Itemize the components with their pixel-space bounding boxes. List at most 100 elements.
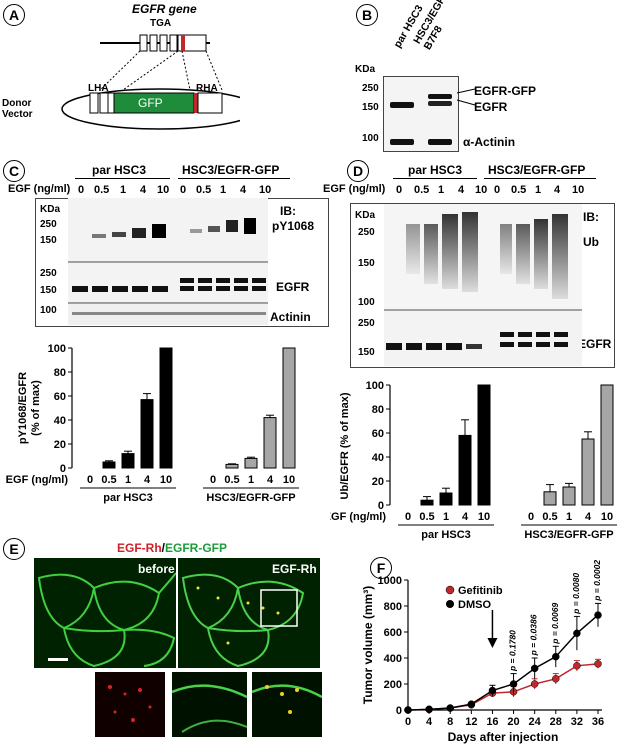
d-ylabel: Ub/EGFR (% of max) <box>339 392 351 499</box>
c-group-egfrgfp: HSC3/EGFR-GFP <box>182 163 280 177</box>
d-m150: 150 <box>358 258 375 269</box>
c-ylabel: pY1068/EGFR(% of max) <box>17 372 42 444</box>
c-dose-4: 10 <box>157 184 170 196</box>
f-ytick-label-3: 600 <box>384 627 402 639</box>
c-dose-3: 4 <box>140 184 147 196</box>
f-annotation-0: p = 0.1780 <box>508 630 518 672</box>
panel-b-letter: B <box>356 4 378 26</box>
c-bar-1-4 <box>282 347 296 469</box>
e-title-sep: / <box>161 541 166 555</box>
c-xlabel: EGF (ng/ml) <box>6 474 69 486</box>
d-bar-1-2 <box>562 486 576 506</box>
c-group-label-0: par HSC3 <box>103 492 153 504</box>
d-group-egfrgfp: HSC3/EGFR-GFP <box>488 163 586 177</box>
c-dose-0: 0 <box>78 184 85 196</box>
c-ylabel-line-0: pY1068/EGFR <box>17 372 29 444</box>
d-group-par: par HSC3 <box>408 163 463 177</box>
d-ytick-label-0: 0 <box>378 500 384 512</box>
f-legend-marker-1 <box>446 600 454 608</box>
c-dose-7: 1 <box>220 184 227 196</box>
c-m250b: 250 <box>40 268 57 279</box>
c-bar-1-1 <box>225 463 239 469</box>
d-dose-6: 0.5 <box>511 184 527 196</box>
e-title-green: EGFR-GFP <box>165 541 228 555</box>
c-xtick-1-2: 1 <box>248 474 254 486</box>
c-xtick-0-4: 10 <box>160 474 172 486</box>
c-xtick-0-1: 0.5 <box>101 474 116 486</box>
d-dose-5: 0 <box>494 184 501 196</box>
f-ytick-label-1: 200 <box>384 679 402 691</box>
f-point-1-5 <box>509 680 518 688</box>
d-bar-1-4 <box>600 384 614 506</box>
c-bar-0-1 <box>102 461 116 469</box>
f-point-1-8 <box>573 629 581 638</box>
f-point-1-3 <box>467 700 476 708</box>
f-xtick-label-7: 28 <box>550 716 562 728</box>
c-dose-1: 0.5 <box>94 184 110 196</box>
panel-c-letter: C <box>3 160 25 182</box>
f-point-0-8 <box>573 662 581 670</box>
band-actinin-lane2 <box>428 139 452 145</box>
d-dose-2: 1 <box>438 184 445 196</box>
panel-e-letter: E <box>3 538 25 560</box>
c-dose-8: 4 <box>240 184 247 196</box>
c-bar-1-3 <box>263 417 277 469</box>
marker-250: 250 <box>362 83 379 94</box>
c-bar-0-2 <box>121 453 135 469</box>
f-xtick-label-0: 0 <box>405 716 411 728</box>
c-kda: KDa <box>40 204 61 215</box>
donor-vector-label: Donor Vector <box>2 98 33 120</box>
d-xtick-1-3: 4 <box>585 511 592 523</box>
band-label-actinin: α-Actinin <box>463 135 516 149</box>
d-dose-1: 0.5 <box>414 184 430 196</box>
c-xtick-0-3: 4 <box>144 474 151 486</box>
c-dose-9: 10 <box>259 184 272 196</box>
f-point-1-2 <box>446 704 454 712</box>
d-xtick-1-0: 0 <box>528 511 534 523</box>
d-bar-1-1 <box>543 491 557 506</box>
f-legend-label-0: Gefitinib <box>458 585 503 597</box>
d-ytick-label-5: 100 <box>366 380 384 392</box>
d-group-underline-1 <box>393 178 477 179</box>
inset-red <box>95 672 165 737</box>
c-m100: 100 <box>40 305 57 316</box>
c-xtick-1-0: 0 <box>210 474 216 486</box>
d-bar-0-4 <box>477 384 491 506</box>
c-ytick-label-3: 60 <box>54 391 66 403</box>
f-xtick-label-2: 8 <box>447 716 453 728</box>
c-m250a: 250 <box>40 219 57 230</box>
c-xtick-0-0: 0 <box>87 474 93 486</box>
c-bar-0-3 <box>140 399 154 469</box>
d-dose-9: 10 <box>572 184 585 196</box>
d-m100: 100 <box>358 297 375 308</box>
micrograph-after <box>178 558 320 668</box>
d-bar-0-1 <box>420 499 434 506</box>
d-m250b: 250 <box>358 318 375 329</box>
f-line-1 <box>407 614 599 711</box>
c-xtick-1-3: 4 <box>267 474 274 486</box>
d-egf-label: EGF (ng/ml) <box>323 183 386 195</box>
c-m150a: 150 <box>40 235 57 246</box>
f-xtick-label-4: 16 <box>486 716 498 728</box>
d-bar-0-2 <box>439 492 453 506</box>
f-ytick-label-2: 400 <box>384 653 402 665</box>
f-point-0-9 <box>594 660 602 668</box>
c-group-label-1: HSC3/EGFR-GFP <box>206 492 295 504</box>
f-point-1-9 <box>594 611 602 619</box>
panel-d-letter: D <box>347 160 369 182</box>
band-label-egfr-gfp: EGFR-GFP <box>474 84 536 98</box>
chart-f: 0 4 8 12 16 20 24 28 32 36 0 200 400 600 800 1000 Days a… <box>361 560 604 744</box>
d-group-underline-2 <box>484 178 596 179</box>
e-before: before <box>138 562 175 576</box>
f-annotation-3: p = 0.0080 <box>571 573 581 615</box>
c-group-underline-1 <box>75 178 170 179</box>
f-point-1-6 <box>530 664 539 673</box>
f-annotation-4: p = 0.0002 <box>592 560 602 602</box>
c-egfr: EGFR <box>276 280 310 294</box>
c-egf-label: EGF (ng/ml) <box>8 183 71 195</box>
band-egfrgfp-lane2 <box>428 94 452 99</box>
c-ytick-label-4: 80 <box>54 367 66 379</box>
d-bar-0-3 <box>458 434 472 506</box>
d-dose-3: 4 <box>458 184 465 196</box>
